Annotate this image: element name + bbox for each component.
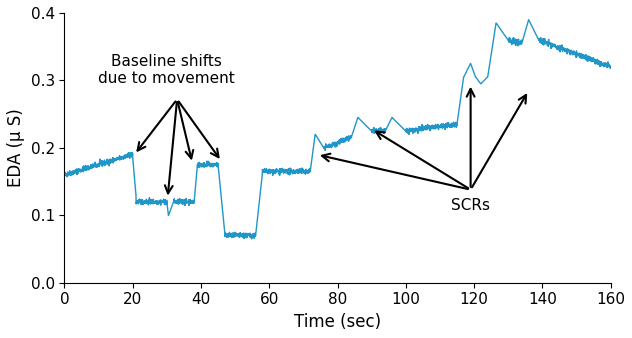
X-axis label: Time (sec): Time (sec) (294, 313, 381, 331)
Y-axis label: EDA (μ S): EDA (μ S) (7, 108, 25, 187)
Text: SCRs: SCRs (451, 198, 490, 213)
Text: Baseline shifts
due to movement: Baseline shifts due to movement (99, 54, 235, 87)
